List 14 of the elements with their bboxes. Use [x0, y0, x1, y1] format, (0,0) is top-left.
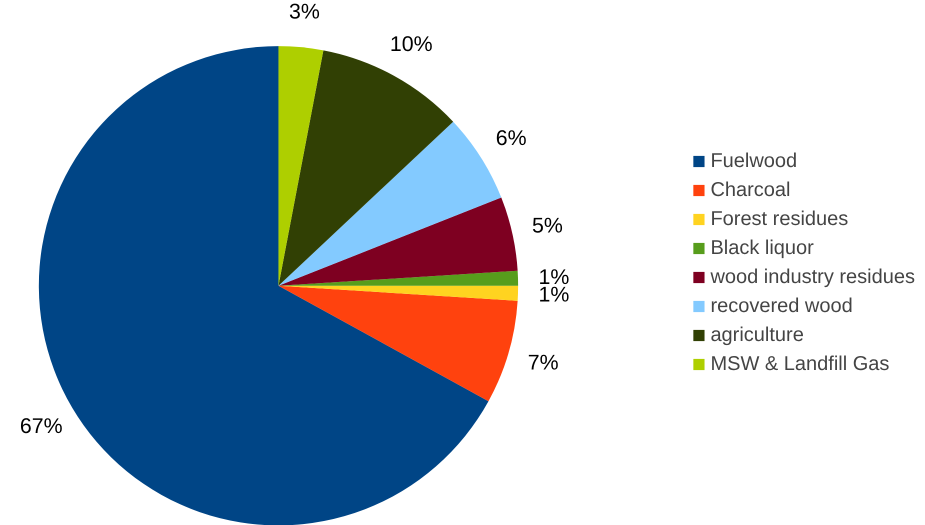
data-label: 10% [390, 32, 433, 56]
data-label: 6% [496, 126, 527, 150]
legend-label: MSW & Landfill Gas [710, 352, 890, 376]
data-label: 3% [289, 0, 320, 24]
data-label: 67% [20, 414, 63, 438]
legend-label: wood industry residues [710, 266, 915, 288]
data-label: 7% [528, 350, 559, 375]
legend-label: Fuelwood [710, 150, 798, 172]
legend-label: Charcoal [710, 178, 790, 202]
legend-label: Forest residues [710, 208, 848, 230]
legend-label: recovered wood [710, 294, 853, 318]
legend-label: agriculture [710, 324, 804, 346]
data-label: 5% [532, 214, 563, 238]
legend-label: Black liquor [710, 236, 814, 260]
